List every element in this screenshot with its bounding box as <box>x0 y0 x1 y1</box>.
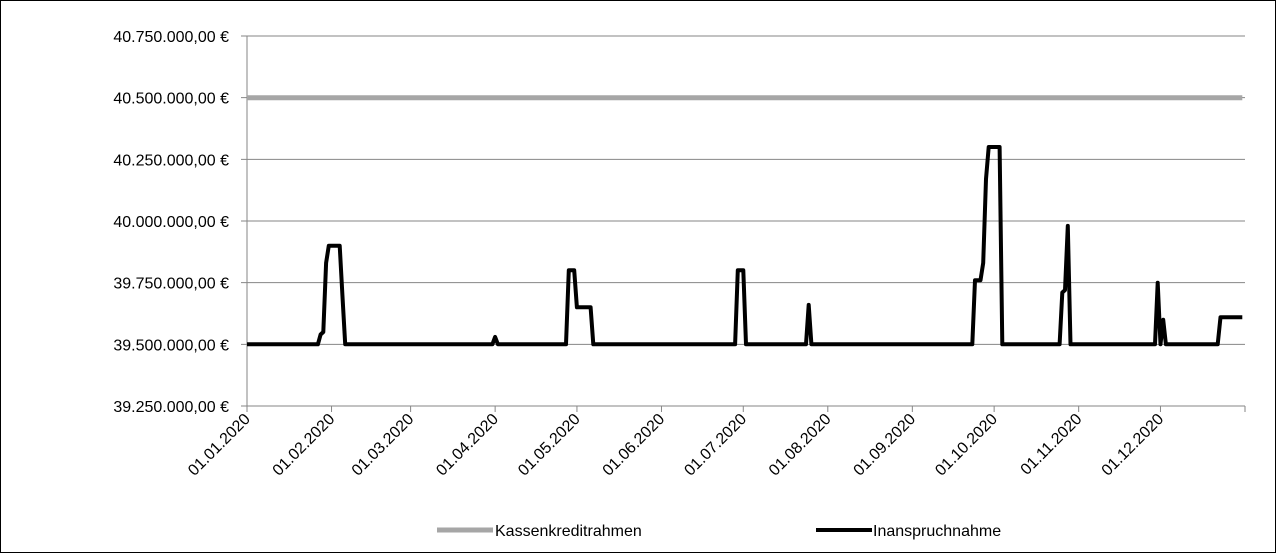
y-tick-label: 40.000.000,00 € <box>113 214 229 231</box>
x-tick-label: 01.05.2020 <box>515 411 584 480</box>
x-tick-labels: 01.01.2020 01.02.2020 01.03.2020 01.04.2020… <box>185 411 1167 480</box>
legend: Kassenkreditrahmen Inanspruchnahme <box>437 523 1001 540</box>
x-tick-label: 01.11.2020 <box>1018 411 1086 479</box>
axes <box>246 36 1246 412</box>
series-line-inanspruchnahme <box>247 145 1243 347</box>
x-tick-label: 01.07.2020 <box>681 411 750 480</box>
legend-label-kassenkreditrahmen: Kassenkreditrahmen <box>495 523 642 540</box>
x-tick-label: 01.12.2020 <box>1099 411 1168 480</box>
series-lines <box>247 95 1243 347</box>
x-tick-label: 01.03.2020 <box>349 411 418 480</box>
y-tick-label: 40.250.000,00 € <box>113 152 229 169</box>
x-tick-label: 01.06.2020 <box>600 411 669 480</box>
y-tick-label: 39.250.000,00 € <box>113 399 229 416</box>
y-tick-labels: 39.250.000,00 € 39.500.000,00 € 39.750.000… <box>113 29 229 416</box>
y-tick-label: 39.750.000,00 € <box>113 276 229 293</box>
y-tick-label: 40.500.000,00 € <box>113 91 229 108</box>
x-tick-label: 01.09.2020 <box>851 411 920 480</box>
x-tick-label: 01.10.2020 <box>932 411 1001 480</box>
x-tick-label: 01.08.2020 <box>766 411 835 480</box>
y-tick-label: 39.500.000,00 € <box>113 337 229 354</box>
x-tick-label: 01.04.2020 <box>433 411 502 480</box>
gridlines <box>241 35 1245 407</box>
legend-label-inanspruchnahme: Inanspruchnahme <box>873 523 1001 540</box>
y-tick-label: 40.750.000,00 € <box>113 29 229 46</box>
x-tick-label: 01.02.2020 <box>270 411 339 480</box>
x-tick-label: 01.01.2020 <box>185 411 254 480</box>
